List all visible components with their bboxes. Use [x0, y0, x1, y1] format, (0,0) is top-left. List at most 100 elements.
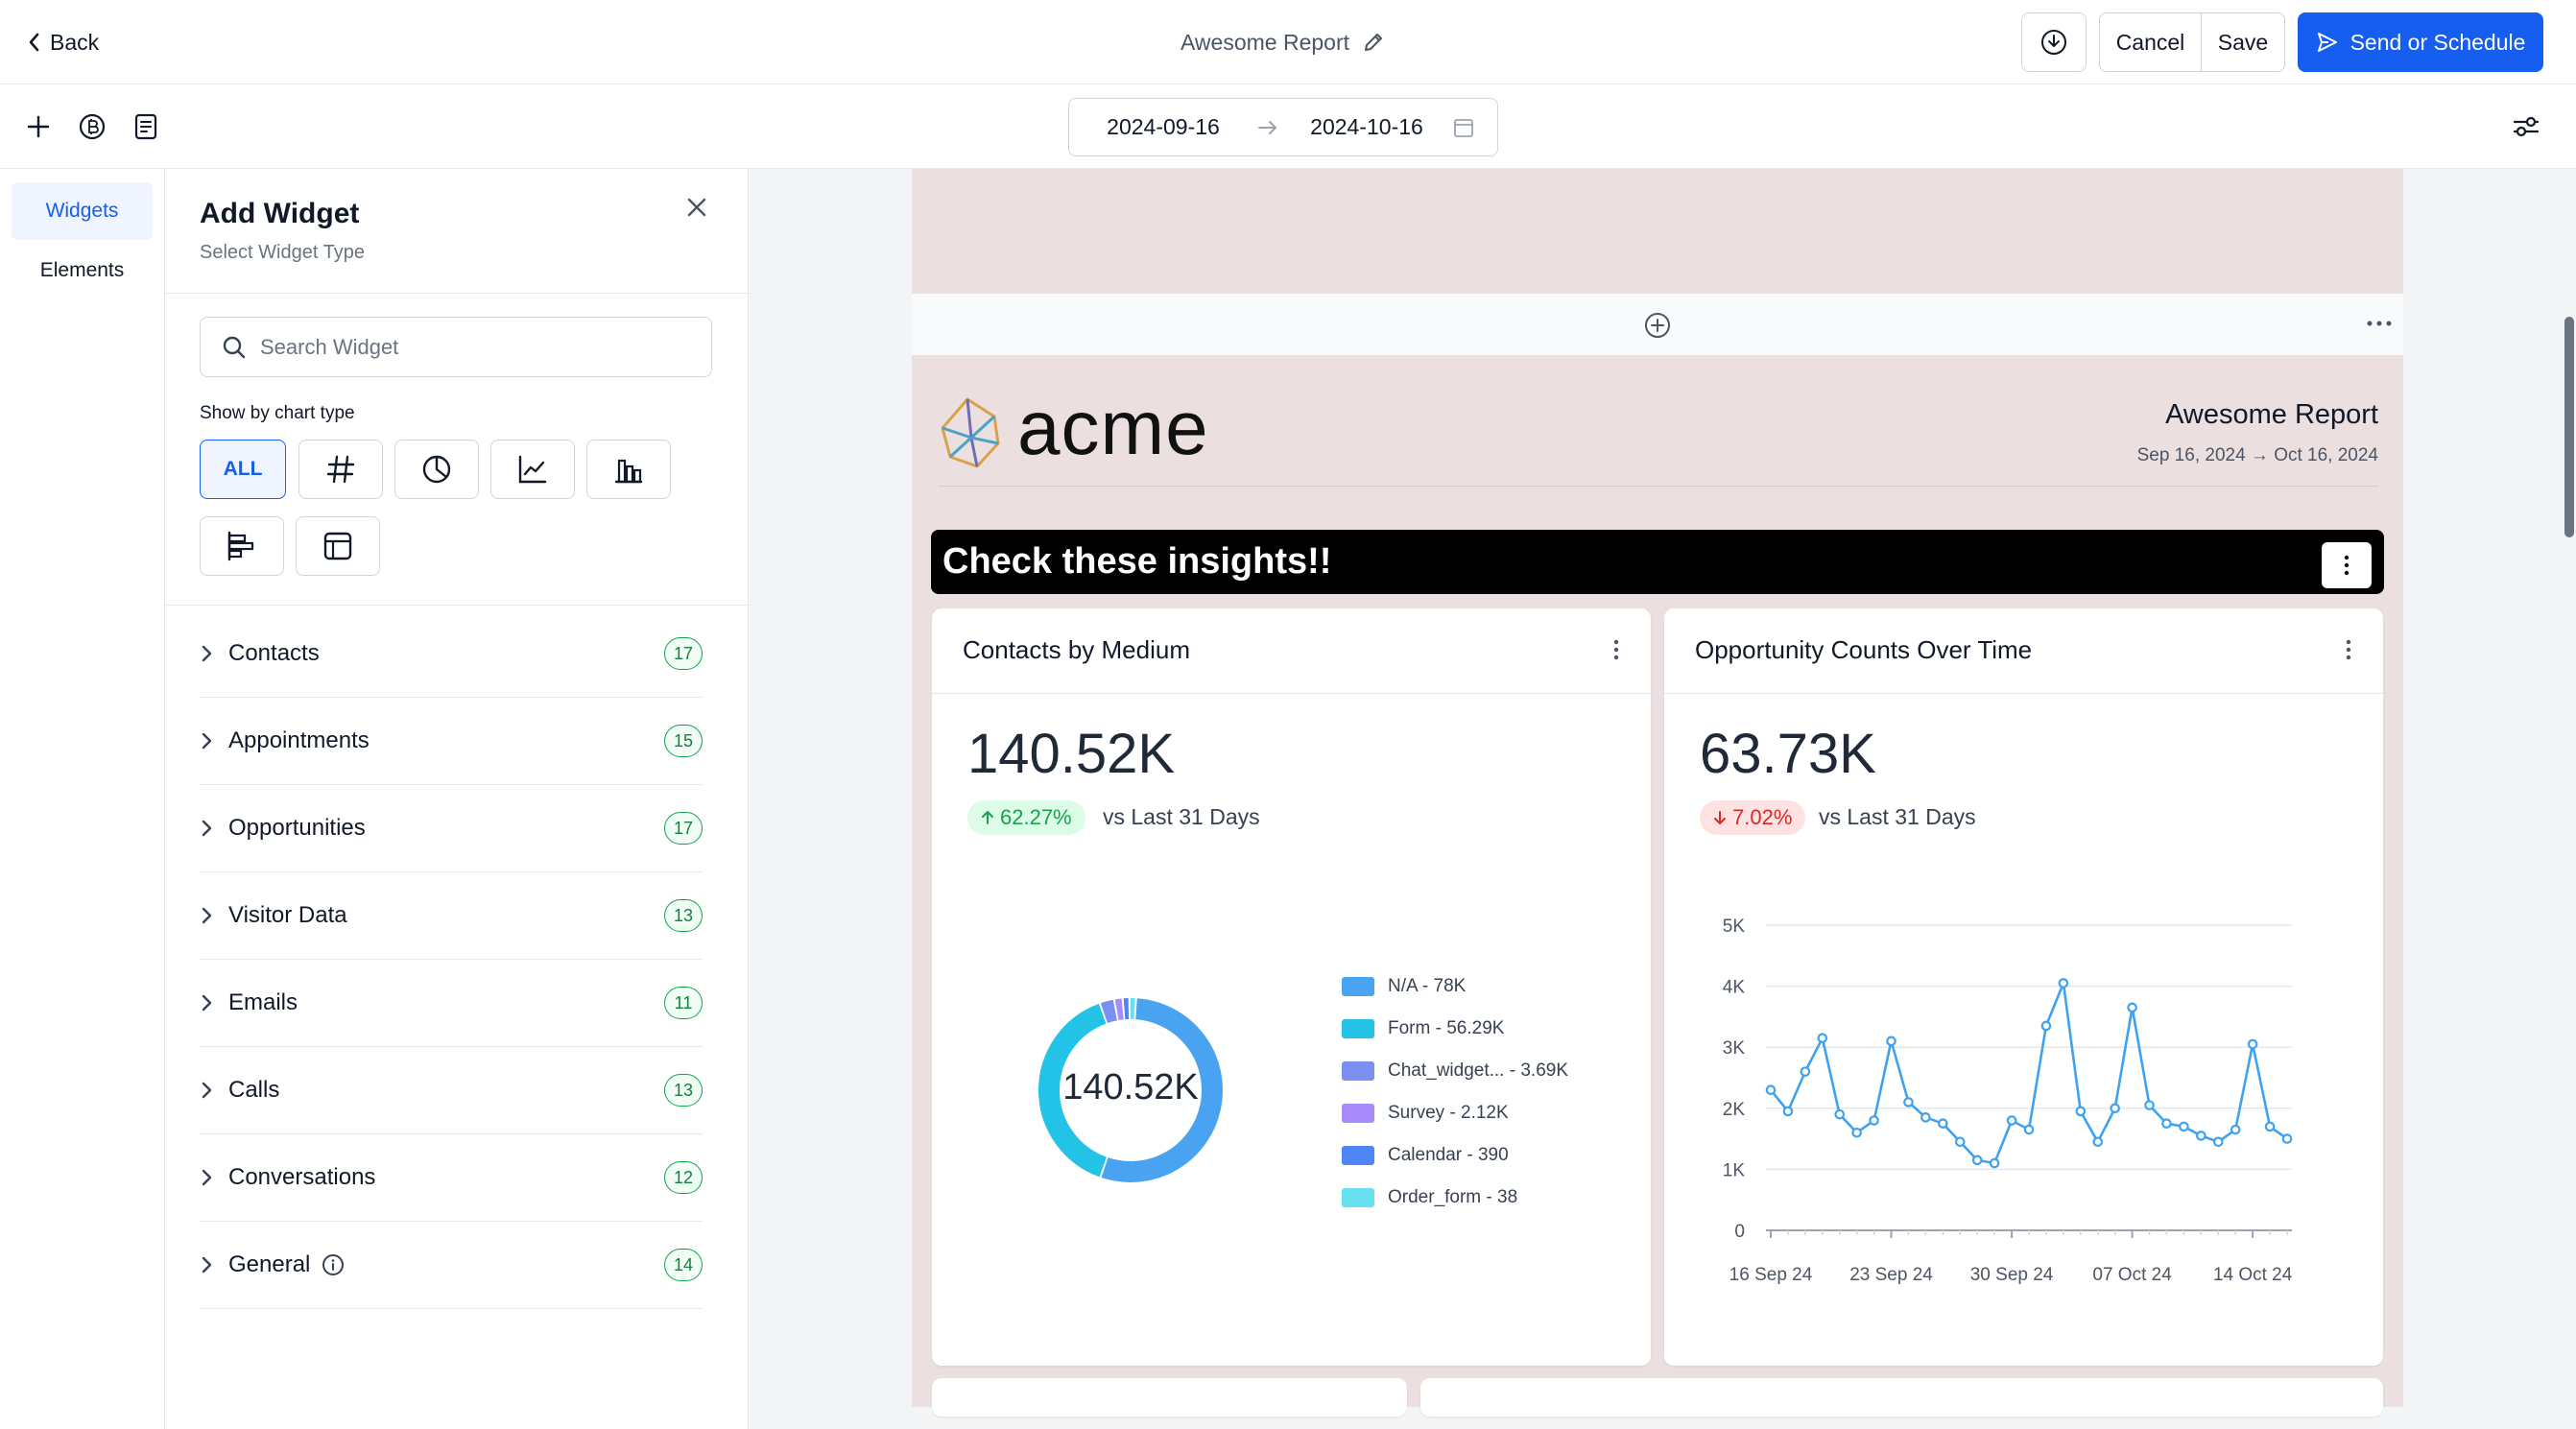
- date-range-picker[interactable]: 2024-09-16 2024-10-16: [1068, 98, 1498, 156]
- data-point[interactable]: [1800, 1066, 1811, 1077]
- data-point[interactable]: [2144, 1100, 2155, 1110]
- data-point[interactable]: [2092, 1136, 2104, 1148]
- data-point[interactable]: [1765, 1084, 1777, 1096]
- data-point[interactable]: [2264, 1121, 2276, 1132]
- data-point[interactable]: [1869, 1115, 1879, 1126]
- end-date[interactable]: 2024-10-16: [1310, 114, 1423, 139]
- calendar-icon[interactable]: [1453, 117, 1474, 138]
- data-point[interactable]: [2110, 1103, 2120, 1114]
- data-point[interactable]: [2040, 1020, 2052, 1032]
- chip-all[interactable]: ALL: [200, 440, 286, 499]
- chevron-right-icon: [200, 1080, 228, 1101]
- data-point[interactable]: [2179, 1121, 2189, 1132]
- data-point[interactable]: [2075, 1106, 2087, 1117]
- report-section-top[interactable]: [912, 169, 2403, 294]
- data-point[interactable]: [1989, 1157, 2000, 1169]
- data-point[interactable]: [2161, 1118, 2172, 1129]
- start-date[interactable]: 2024-09-16: [1107, 114, 1220, 139]
- category-calls[interactable]: Calls 13: [200, 1047, 703, 1134]
- data-point[interactable]: [1938, 1118, 1948, 1129]
- donut-slice-chat-widget-[interactable]: [1100, 999, 1118, 1024]
- legend-item[interactable]: Calendar - 390: [1342, 1134, 1630, 1177]
- data-point[interactable]: [2006, 1115, 2017, 1126]
- more-horizontal-icon[interactable]: [2365, 317, 2394, 330]
- widget-partial[interactable]: [932, 1378, 1407, 1417]
- chip-horizontal-bar[interactable]: [200, 516, 284, 576]
- more-vertical-icon[interactable]: [2345, 639, 2352, 660]
- legend-item[interactable]: Form - 56.29K: [1342, 1008, 1630, 1050]
- category-conversations[interactable]: Conversations 12: [200, 1134, 703, 1222]
- download-button[interactable]: [2021, 12, 2087, 72]
- series-line: [1769, 982, 2288, 1165]
- data-point[interactable]: [1834, 1108, 1846, 1120]
- chip-pie[interactable]: [394, 440, 479, 499]
- back-button[interactable]: Back: [27, 25, 99, 60]
- data-point[interactable]: [1886, 1036, 1896, 1047]
- data-point[interactable]: [1920, 1112, 1931, 1123]
- category-label: Conversations: [228, 1164, 664, 1191]
- scrollbar-thumb[interactable]: [2564, 317, 2574, 537]
- cancel-button[interactable]: Cancel: [2099, 12, 2202, 72]
- chip-table[interactable]: [296, 516, 380, 576]
- chevron-right-icon: [200, 818, 228, 839]
- legend-item[interactable]: Survey - 2.12K: [1342, 1092, 1630, 1134]
- category-emails[interactable]: Emails 11: [200, 960, 703, 1047]
- delta-badge-up: 62.27%: [967, 800, 1085, 835]
- close-icon[interactable]: [683, 194, 710, 221]
- pencil-icon[interactable]: [1361, 30, 1386, 55]
- rail-item-widgets[interactable]: Widgets: [12, 182, 153, 240]
- chip-number[interactable]: [298, 440, 383, 499]
- add-section-icon[interactable]: [1643, 311, 1672, 340]
- data-point[interactable]: [2127, 1002, 2137, 1013]
- data-point[interactable]: [2212, 1136, 2224, 1148]
- rail-item-elements[interactable]: Elements: [12, 242, 153, 299]
- data-point[interactable]: [1851, 1127, 1862, 1138]
- sliders-icon[interactable]: [2507, 107, 2545, 146]
- legend-label: Calendar - 390: [1388, 1145, 1509, 1165]
- donut-slice-form[interactable]: [1038, 1003, 1108, 1178]
- category-contacts[interactable]: Contacts 17: [200, 610, 703, 698]
- legend-item[interactable]: Order_form - 38: [1342, 1177, 1630, 1219]
- chip-bar[interactable]: [586, 440, 671, 499]
- plus-icon[interactable]: [19, 107, 58, 146]
- donut-slice-n-a[interactable]: [1101, 998, 1223, 1182]
- search-field[interactable]: [200, 317, 712, 377]
- widget-partial[interactable]: [1420, 1378, 2383, 1417]
- data-point[interactable]: [1782, 1106, 1794, 1117]
- x-tick-label: 30 Sep 24: [1970, 1265, 2054, 1285]
- info-icon[interactable]: [322, 1253, 345, 1276]
- data-point[interactable]: [2247, 1038, 2258, 1050]
- document-icon[interactable]: [127, 107, 165, 146]
- donut-slice-survey[interactable]: [1114, 998, 1124, 1021]
- data-point[interactable]: [2196, 1131, 2206, 1141]
- x-tick-label: 16 Sep 24: [1729, 1265, 1813, 1285]
- left-rail: [0, 169, 165, 1429]
- banner-menu-button[interactable]: [2322, 542, 2372, 588]
- legend-item[interactable]: Chat_widget... - 3.69K: [1342, 1050, 1630, 1092]
- more-vertical-icon[interactable]: [1612, 639, 1620, 660]
- data-point[interactable]: [2023, 1124, 2035, 1135]
- data-point[interactable]: [2058, 978, 2069, 988]
- category-visitor-data[interactable]: Visitor Data 13: [200, 872, 703, 960]
- data-point[interactable]: [1903, 1097, 1914, 1107]
- currency-icon[interactable]: [73, 107, 111, 146]
- insights-banner[interactable]: [931, 530, 2384, 594]
- data-point[interactable]: [2281, 1133, 2293, 1144]
- chip-line[interactable]: [490, 440, 575, 499]
- search-input[interactable]: [260, 334, 682, 360]
- data-point[interactable]: [2230, 1124, 2241, 1135]
- category-opportunities[interactable]: Opportunities 17: [200, 785, 703, 872]
- widget-contacts-by-medium[interactable]: [932, 608, 1651, 1366]
- category-general[interactable]: General 14: [200, 1222, 703, 1309]
- data-point[interactable]: [1954, 1136, 1966, 1148]
- chevron-right-icon: [200, 992, 228, 1013]
- send-or-schedule-button[interactable]: Send or Schedule: [2298, 12, 2543, 72]
- report-title-editor[interactable]: Awesome Report: [1181, 25, 1386, 60]
- category-appointments[interactable]: Appointments 15: [200, 698, 703, 785]
- save-button[interactable]: Save: [2201, 12, 2285, 72]
- widget-opportunity-counts[interactable]: [1664, 608, 2383, 1366]
- data-point[interactable]: [1817, 1033, 1828, 1043]
- legend-item[interactable]: N/A - 78K: [1342, 965, 1630, 1008]
- data-point[interactable]: [1971, 1155, 1983, 1166]
- x-tick-label: 23 Sep 24: [1849, 1265, 1933, 1285]
